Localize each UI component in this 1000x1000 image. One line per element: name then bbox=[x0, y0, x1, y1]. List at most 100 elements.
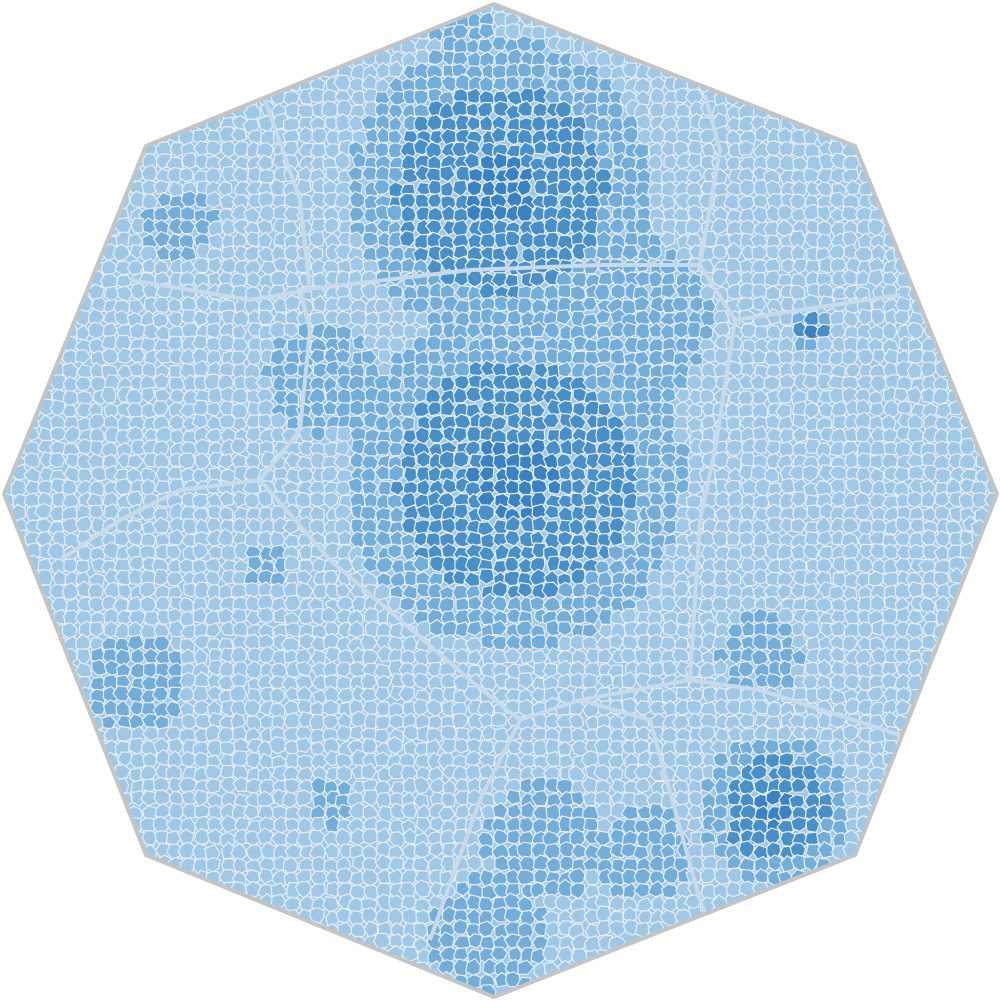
tree-cell bbox=[373, 178, 392, 196]
tree-cell bbox=[581, 154, 600, 172]
tree-cell bbox=[91, 752, 108, 772]
tree-cell bbox=[438, 450, 456, 470]
tree-cell bbox=[764, 827, 781, 844]
tree-cell bbox=[467, 167, 484, 184]
tree-cell bbox=[504, 556, 520, 573]
tree-cell bbox=[24, 389, 42, 405]
tree-cell bbox=[168, 413, 185, 431]
tree-cell bbox=[503, 244, 520, 262]
tree-cell bbox=[634, 309, 652, 327]
tree-cell bbox=[425, 335, 443, 352]
tree-cell bbox=[556, 178, 573, 195]
tree-cell bbox=[232, 309, 250, 328]
tree-cell bbox=[530, 634, 548, 650]
tree-cell bbox=[192, 309, 209, 328]
tree-cell bbox=[781, 257, 796, 274]
tree-cell bbox=[753, 179, 770, 199]
tree-cell bbox=[491, 580, 508, 598]
tree-cell bbox=[611, 167, 627, 182]
tree-cell bbox=[856, 323, 873, 341]
tree-cell bbox=[518, 348, 534, 365]
tree-cell bbox=[634, 89, 651, 106]
tree-cell bbox=[503, 570, 521, 587]
tree-cell bbox=[387, 129, 403, 146]
tree-cell bbox=[958, 453, 977, 470]
tree-cell bbox=[633, 217, 653, 235]
tree-cell bbox=[478, 22, 496, 40]
tree-cell bbox=[413, 310, 431, 327]
tree-cell bbox=[478, 337, 495, 355]
tree-cell bbox=[489, 192, 508, 210]
tree-cell bbox=[672, 321, 690, 339]
tree-cell bbox=[686, 152, 702, 170]
tree-cell bbox=[556, 234, 576, 252]
tree-cell bbox=[452, 451, 470, 469]
tree-cell bbox=[609, 426, 626, 444]
tree-cell bbox=[349, 309, 368, 327]
tree-cell bbox=[934, 467, 952, 484]
tree-cell bbox=[906, 321, 924, 340]
tree-cell bbox=[622, 194, 639, 210]
tree-cell bbox=[532, 102, 550, 118]
tree-cell bbox=[309, 143, 327, 161]
tree-cell bbox=[74, 348, 92, 364]
tree-cell bbox=[310, 217, 327, 236]
tree-cell bbox=[454, 311, 472, 329]
tree-cell bbox=[687, 64, 707, 82]
tree-cell bbox=[765, 154, 783, 171]
tree-cell bbox=[324, 115, 340, 132]
tree-cell bbox=[569, 179, 587, 197]
tree-cell bbox=[269, 270, 288, 287]
tree-cell bbox=[870, 243, 887, 262]
tree-cell bbox=[218, 193, 237, 210]
tree-cell bbox=[530, 49, 547, 68]
tree-cell bbox=[516, 869, 535, 885]
tree-cell bbox=[307, 245, 324, 262]
tree-cell bbox=[256, 154, 273, 172]
tree-cell bbox=[323, 143, 340, 160]
tree-cell bbox=[465, 322, 482, 340]
tree-cell bbox=[620, 205, 638, 222]
tree-cell bbox=[334, 151, 351, 171]
tree-cell bbox=[243, 245, 261, 263]
tree-cell bbox=[294, 491, 312, 509]
tree-cell bbox=[506, 309, 523, 328]
tree-cell bbox=[153, 789, 171, 806]
tree-cell bbox=[816, 168, 834, 185]
tree-cell bbox=[842, 230, 858, 248]
tree-cell bbox=[452, 569, 468, 586]
tree-cell bbox=[493, 295, 510, 312]
tree-cell bbox=[725, 439, 743, 456]
tree-cell bbox=[139, 595, 157, 613]
tree-cell bbox=[817, 282, 835, 300]
tree-cell bbox=[178, 233, 195, 250]
tree-cell bbox=[361, 828, 379, 845]
tree-cell bbox=[751, 165, 768, 182]
tree-cell bbox=[492, 152, 508, 171]
tree-cell bbox=[361, 246, 380, 264]
tree-cell bbox=[479, 233, 498, 250]
tree-cell bbox=[687, 204, 704, 222]
tree-cell bbox=[349, 39, 366, 56]
tree-cell bbox=[593, 283, 611, 301]
tree-cell bbox=[9, 556, 27, 573]
tree-cell bbox=[711, 595, 728, 613]
tree-cell bbox=[231, 165, 249, 183]
tree-cell bbox=[777, 204, 793, 221]
tree-cell bbox=[555, 308, 572, 326]
tree-cell bbox=[594, 309, 612, 325]
tree-cell bbox=[374, 414, 390, 433]
tree-cell bbox=[424, 36, 442, 54]
tree-cell bbox=[62, 479, 78, 497]
tree-cell bbox=[570, 191, 589, 210]
tree-cell bbox=[517, 479, 534, 496]
tree-cell bbox=[112, 243, 131, 262]
tree-cell bbox=[155, 596, 171, 612]
tree-cell bbox=[308, 348, 326, 365]
tree-cell bbox=[687, 351, 705, 368]
tree-cell bbox=[594, 139, 611, 158]
tree-cell bbox=[841, 517, 860, 534]
tree-cell bbox=[686, 281, 705, 299]
tree-cell bbox=[256, 219, 274, 238]
tree-cell bbox=[217, 333, 236, 352]
